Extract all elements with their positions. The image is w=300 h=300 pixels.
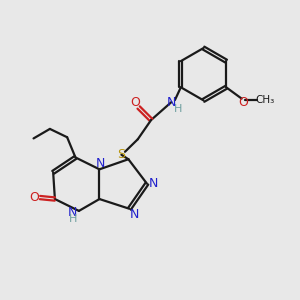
Text: H: H (69, 214, 78, 224)
Text: N: N (167, 96, 176, 109)
Text: N: N (130, 208, 140, 220)
Text: O: O (30, 191, 40, 204)
Text: N: N (95, 158, 105, 170)
Text: S: S (117, 148, 125, 161)
Text: N: N (149, 177, 158, 190)
Text: CH₃: CH₃ (256, 95, 275, 105)
Text: O: O (238, 96, 248, 109)
Text: H: H (174, 104, 182, 114)
Text: N: N (68, 206, 77, 219)
Text: O: O (130, 96, 140, 109)
